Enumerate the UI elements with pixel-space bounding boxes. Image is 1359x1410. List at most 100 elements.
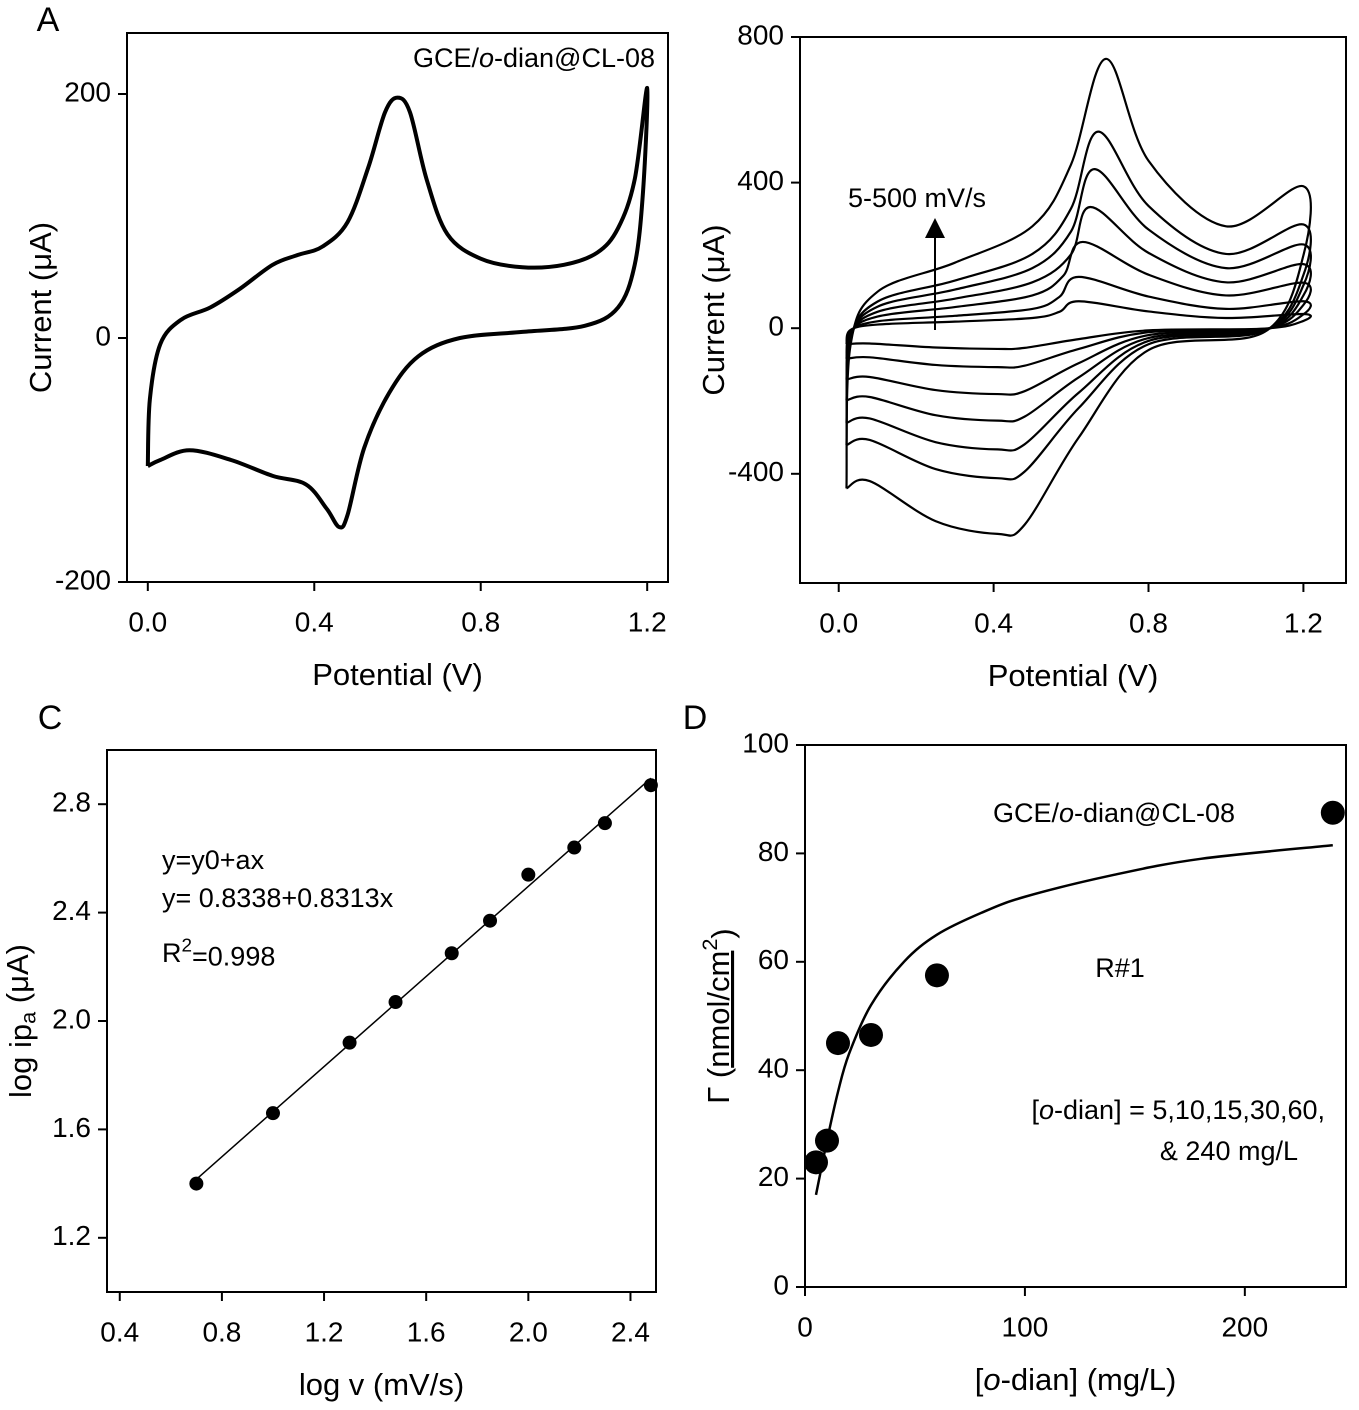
plot-frame (799, 36, 1347, 584)
x-tick-label: 0.4 (100, 1316, 139, 1347)
x-tick-label: 0.8 (1129, 607, 1168, 638)
x-tick-label: 2.4 (611, 1316, 650, 1347)
data-point (189, 1176, 204, 1191)
annotation: GCE/o-dian@CL-08 (413, 43, 655, 73)
x-tick-label: 0.0 (819, 607, 858, 638)
cv-curve (845, 130, 1312, 481)
x-tick-label: 2.0 (509, 1316, 548, 1347)
y-tick-label: 2.8 (52, 787, 91, 818)
data-point (924, 963, 949, 988)
label-part: -dian] = 5,10,15,30,60, (1054, 1095, 1325, 1125)
data-point (342, 1035, 357, 1050)
label-part: o (1039, 1095, 1054, 1125)
y-axis-label: Γ (nmol/cm2) (697, 928, 740, 1104)
label-part: Γ ( (701, 1067, 736, 1104)
y-tick-label: 0 (95, 320, 111, 351)
annotation: R2=0.998 (162, 935, 275, 971)
label-part: 2 (697, 939, 722, 951)
data-point (444, 946, 459, 961)
cv-curve (845, 205, 1312, 423)
x-tick-label: 1.2 (1284, 607, 1323, 638)
y-axis-label: Current (μA) (696, 224, 731, 395)
data-point (825, 1031, 850, 1056)
y-tick-label: 60 (758, 944, 789, 975)
label-part: ) (705, 928, 740, 938)
cv-curve (845, 57, 1312, 537)
label-part: 2 (182, 935, 193, 956)
x-axis-label: log v (mV/s) (299, 1367, 464, 1402)
data-point (521, 867, 536, 882)
data-point (597, 816, 612, 831)
x-axis-label: Potential (V) (988, 658, 1159, 693)
y-tick-label: -200 (55, 564, 111, 595)
data-point (483, 913, 498, 928)
x-tick-label: 0.8 (202, 1316, 241, 1347)
label-part: (μA) (0, 944, 35, 1012)
plot-frame (106, 749, 657, 1293)
annotation: & 240 mg/L (1160, 1136, 1298, 1166)
label-part: -dian@CL-08 (494, 43, 655, 73)
plot-frame (126, 32, 669, 583)
x-tick-label: 0.8 (461, 606, 500, 637)
x-axis-label: [o-dian] (mg/L) (975, 1362, 1177, 1397)
y-tick-label: 800 (737, 19, 784, 50)
label-part: o (1059, 798, 1074, 828)
annotation: y= 0.8338+0.8313x (162, 883, 394, 913)
x-tick-label: 100 (1002, 1311, 1049, 1342)
annotation: y=y0+ax (162, 845, 265, 875)
label-part: -dian@CL-08 (1074, 798, 1235, 828)
data-point (814, 1128, 839, 1153)
label-part: -dian] (mg/L) (1001, 1362, 1177, 1397)
y-tick-label: 0 (773, 1269, 789, 1300)
y-axis-label: Current (μA) (23, 222, 58, 393)
data-point (567, 840, 582, 855)
plot-frame (804, 744, 1347, 1288)
x-tick-label: 1.2 (628, 606, 667, 637)
x-tick-label: 0.4 (295, 606, 334, 637)
panel-letter: C (38, 699, 63, 737)
x-axis-label: Potential (V) (312, 657, 483, 692)
y-tick-label: 200 (64, 76, 111, 107)
label-part: GCE/ (413, 43, 480, 73)
x-tick-label: 1.2 (305, 1316, 344, 1347)
label-part: [ (975, 1362, 984, 1397)
x-tick-label: 0.0 (128, 606, 167, 637)
data-point (388, 995, 403, 1010)
cv-curve (845, 168, 1312, 452)
y-tick-label: 400 (737, 165, 784, 196)
fit-line (814, 844, 1333, 1196)
x-tick-label: 200 (1221, 1311, 1268, 1342)
y-tick-label: 0 (768, 311, 784, 342)
data-point (643, 778, 658, 793)
label-part: o (983, 1362, 1000, 1397)
x-tick-label: 0.4 (974, 607, 1013, 638)
x-tick-label: 0 (797, 1311, 813, 1342)
y-tick-label: 2.0 (52, 1003, 91, 1034)
data-point (858, 1022, 883, 1047)
label-part: nmol/cm (701, 951, 736, 1068)
label-part: o (479, 43, 494, 73)
label-part: log ip (3, 1024, 38, 1098)
data-point (803, 1150, 828, 1175)
y-axis-label: log ipa (μA) (0, 944, 40, 1098)
y-tick-label: 40 (758, 1053, 789, 1084)
annotation: 5-500 mV/s (848, 183, 986, 213)
data-point (265, 1106, 280, 1121)
cv-curve (845, 300, 1312, 351)
panel-letter: D (683, 699, 708, 737)
data-point (1320, 800, 1345, 825)
y-tick-label: 20 (758, 1161, 789, 1192)
y-tick-label: 1.2 (52, 1220, 91, 1251)
cv-curve (845, 240, 1312, 396)
annotation: [o-dian] = 5,10,15,30,60, (1031, 1095, 1325, 1125)
y-tick-label: 80 (758, 836, 789, 867)
y-tick-label: 1.6 (52, 1112, 91, 1143)
fit-line (195, 777, 652, 1180)
x-tick-label: 1.6 (407, 1316, 446, 1347)
panel-letter: A (37, 1, 60, 39)
annotation: R#1 (1095, 953, 1145, 983)
annotation: GCE/o-dian@CL-08 (993, 798, 1235, 828)
label-part: GCE/ (993, 798, 1060, 828)
cv-curve (845, 275, 1312, 369)
